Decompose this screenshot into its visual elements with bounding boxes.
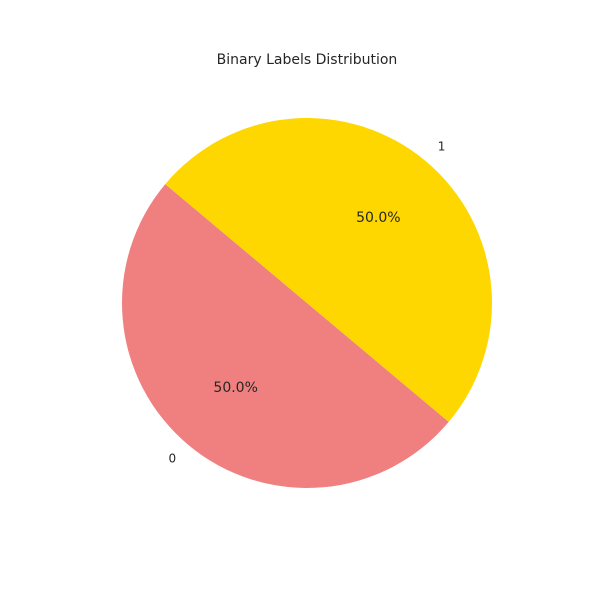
slice-category-label: 0 bbox=[169, 451, 177, 465]
pie-slice-1 bbox=[165, 118, 493, 422]
pie-labels: 0 50.0% 1 50.0% bbox=[169, 140, 446, 466]
chart-title: Binary Labels Distribution bbox=[217, 52, 398, 68]
pie-slices bbox=[122, 118, 493, 489]
slice-percent-label: 50.0% bbox=[356, 210, 400, 226]
pie-slice-0 bbox=[122, 184, 449, 489]
slice-category-label: 1 bbox=[438, 140, 446, 154]
slice-percent-label: 50.0% bbox=[213, 380, 257, 396]
